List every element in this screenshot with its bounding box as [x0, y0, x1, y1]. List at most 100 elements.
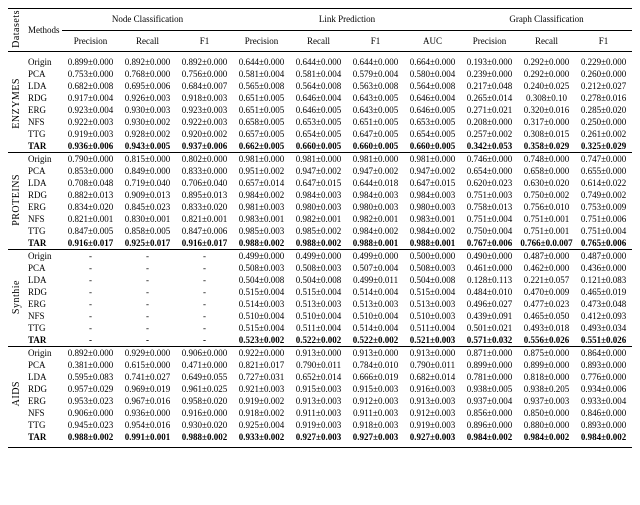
value-cell: 0.892±0.000: [62, 346, 119, 359]
value-cell: 0.614±0.022: [575, 177, 632, 189]
value-cell: 0.958±0.020: [176, 395, 233, 407]
value-cell: 0.501±0.021: [461, 322, 518, 334]
value-cell: -: [176, 262, 233, 274]
value-cell: 0.917±0.004: [62, 92, 119, 104]
value-cell: 0.988±0.001: [404, 237, 461, 250]
value-cell: 0.651±0.005: [347, 116, 404, 128]
value-cell: -: [119, 334, 176, 347]
value-cell: 0.487±0.000: [518, 249, 575, 262]
value-cell: 0.991±0.001: [119, 431, 176, 443]
value-cell: 0.915±0.003: [290, 383, 347, 395]
value-cell: 0.660±0.005: [404, 140, 461, 153]
value-cell: 0.981±0.000: [233, 152, 290, 165]
value-cell: 0.916±0.017: [176, 237, 233, 250]
value-cell: 0.658±0.005: [233, 116, 290, 128]
value-cell: -: [62, 298, 119, 310]
value-cell: 0.229±0.000: [575, 56, 632, 68]
value-cell: 0.513±0.003: [290, 298, 347, 310]
value-cell: 0.747±0.000: [575, 152, 632, 165]
value-cell: 0.473±0.048: [575, 298, 632, 310]
value-cell: 0.849±0.000: [119, 165, 176, 177]
value-cell: 0.947±0.002: [404, 165, 461, 177]
value-cell: 0.652±0.014: [290, 371, 347, 383]
value-cell: 0.128±0.113: [461, 274, 518, 286]
value-cell: 0.646±0.005: [404, 104, 461, 116]
group-link: Link Prediction: [233, 9, 461, 31]
value-cell: 0.821±0.001: [62, 213, 119, 225]
datasets-header: Datasets: [8, 9, 24, 52]
value-cell: 0.514±0.004: [347, 286, 404, 298]
value-cell: 0.658±0.000: [518, 165, 575, 177]
value-cell: 0.922±0.003: [176, 116, 233, 128]
value-cell: 0.936±0.006: [62, 140, 119, 153]
value-cell: 0.750±0.004: [461, 225, 518, 237]
value-cell: 0.937±0.004: [461, 395, 518, 407]
value-cell: 0.499±0.000: [347, 249, 404, 262]
value-cell: -: [119, 310, 176, 322]
value-cell: 0.462±0.000: [518, 262, 575, 274]
value-cell: 0.893±0.000: [575, 419, 632, 431]
subhead-graph-0: Precision: [461, 31, 518, 52]
value-cell: 0.436±0.000: [575, 262, 632, 274]
value-cell: 0.684±0.007: [176, 80, 233, 92]
value-cell: 0.308±0.015: [518, 128, 575, 140]
value-cell: 0.938±0.205: [518, 383, 575, 395]
value-cell: 0.850±0.000: [518, 407, 575, 419]
value-cell: 0.919±0.003: [290, 419, 347, 431]
value-cell: 0.967±0.016: [119, 395, 176, 407]
value-cell: 0.790±0.011: [404, 359, 461, 371]
value-cell: 0.954±0.016: [119, 419, 176, 431]
dataset-label: Synthie: [8, 249, 24, 346]
value-cell: 0.833±0.020: [176, 201, 233, 213]
value-cell: 0.260±0.000: [575, 68, 632, 80]
value-cell: 0.751±0.001: [518, 225, 575, 237]
value-cell: 0.951±0.002: [233, 165, 290, 177]
value-cell: 0.620±0.023: [461, 177, 518, 189]
value-cell: -: [119, 298, 176, 310]
value-cell: 0.981±0.003: [233, 201, 290, 213]
value-cell: 0.784±0.010: [347, 359, 404, 371]
value-cell: 0.646±0.005: [290, 104, 347, 116]
value-cell: 0.581±0.004: [233, 68, 290, 80]
value-cell: 0.647±0.015: [290, 177, 347, 189]
value-cell: 0.654±0.000: [461, 165, 518, 177]
value-cell: 0.923±0.003: [176, 104, 233, 116]
method-cell: PCA: [24, 68, 62, 80]
value-cell: 0.412±0.093: [575, 310, 632, 322]
value-cell: 0.514±0.003: [233, 298, 290, 310]
value-cell: 0.477±0.023: [518, 298, 575, 310]
value-cell: -: [119, 249, 176, 262]
method-cell: ERG: [24, 104, 62, 116]
value-cell: -: [62, 262, 119, 274]
value-cell: 0.927±0.003: [290, 431, 347, 443]
value-cell: 0.864±0.000: [575, 346, 632, 359]
results-table: DatasetsMethodsNode ClassificationLink P…: [8, 8, 632, 448]
value-cell: 0.556±0.026: [518, 334, 575, 347]
value-cell: 0.937±0.006: [176, 140, 233, 153]
value-cell: -: [176, 334, 233, 347]
value-cell: 0.818±0.000: [518, 371, 575, 383]
value-cell: 0.930±0.003: [119, 104, 176, 116]
value-cell: -: [176, 322, 233, 334]
value-cell: 0.947±0.002: [290, 165, 347, 177]
value-cell: 0.250±0.000: [575, 116, 632, 128]
value-cell: 0.892±0.000: [176, 56, 233, 68]
dataset-label: AIDS: [8, 346, 24, 443]
value-cell: 0.938±0.005: [461, 383, 518, 395]
value-cell: 0.514±0.004: [347, 322, 404, 334]
value-cell: 0.615±0.000: [119, 359, 176, 371]
value-cell: 0.695±0.006: [119, 80, 176, 92]
value-cell: 0.937±0.003: [518, 395, 575, 407]
value-cell: 0.651±0.005: [233, 104, 290, 116]
value-cell: 0.984±0.002: [461, 431, 518, 443]
value-cell: 0.644±0.000: [233, 56, 290, 68]
method-cell: Origin: [24, 249, 62, 262]
value-cell: 0.513±0.003: [404, 298, 461, 310]
value-cell: 0.913±0.000: [290, 346, 347, 359]
dataset-label: PROTEINS: [8, 152, 24, 249]
value-cell: 0.564±0.008: [404, 80, 461, 92]
value-cell: 0.920±0.002: [176, 128, 233, 140]
value-cell: -: [176, 249, 233, 262]
value-cell: 0.653±0.005: [290, 116, 347, 128]
value-cell: -: [62, 334, 119, 347]
